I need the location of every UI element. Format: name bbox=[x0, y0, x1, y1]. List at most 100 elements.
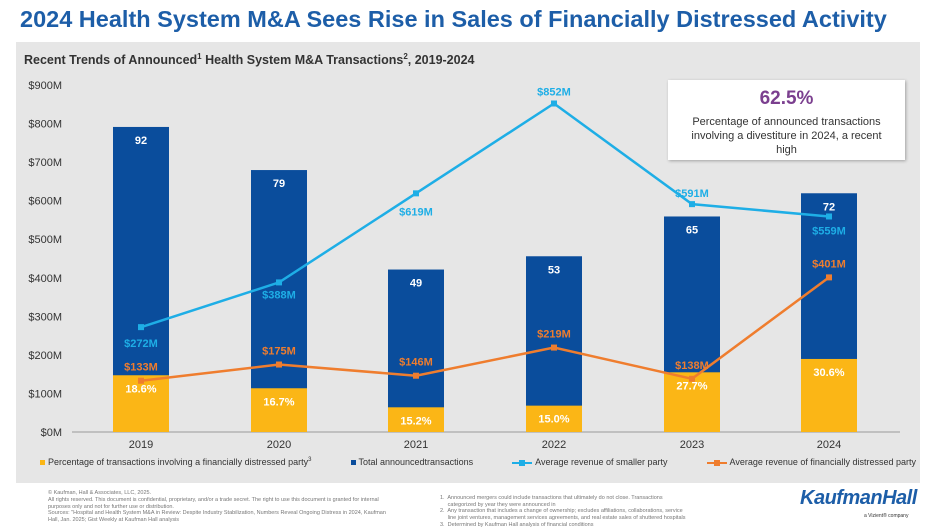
legend-line bbox=[512, 459, 533, 466]
y-tick-label: $900M bbox=[28, 80, 62, 92]
y-tick-label: $300M bbox=[28, 311, 62, 323]
data-label: $401M bbox=[812, 258, 846, 270]
data-point bbox=[689, 201, 695, 208]
bar-total-label: 72 bbox=[823, 201, 835, 213]
data-point bbox=[413, 372, 419, 379]
bar-total-label: 53 bbox=[548, 264, 560, 276]
data-label: $591M bbox=[675, 188, 709, 200]
data-label: $388M bbox=[262, 289, 296, 301]
footer-line: Hall, Jan. 2025; Gist Weekly at Kaufman … bbox=[48, 517, 180, 524]
y-tick-label: $700M bbox=[28, 157, 62, 169]
y-tick-label: $100M bbox=[28, 388, 62, 400]
bar-pct-label: 15.0% bbox=[538, 414, 569, 426]
data-label: $138M bbox=[675, 360, 709, 372]
callout-text: Percentage of announced transactions inv… bbox=[691, 116, 882, 156]
footnote: 1. Announced mergers could include trans… bbox=[440, 494, 663, 501]
x-tick-label: 2024 bbox=[817, 439, 841, 451]
legend-smaller: Average revenue of smaller party bbox=[512, 457, 668, 467]
bar-pct bbox=[388, 407, 444, 432]
data-point bbox=[689, 375, 695, 382]
bar-total bbox=[388, 269, 444, 432]
footnote-ref: 1 bbox=[197, 52, 202, 61]
footer-line: Sources: "Hospital and Health System M&A… bbox=[48, 510, 386, 517]
data-label: $619M bbox=[399, 206, 433, 218]
legend-label: Total announcedtransactions bbox=[358, 457, 474, 467]
legend-label: Average revenue of financially distresse… bbox=[729, 457, 916, 467]
legend-pct: Percentage of transactions involving a f… bbox=[40, 457, 311, 467]
x-tick-label: 2019 bbox=[129, 439, 153, 451]
bar-total-label: 65 bbox=[686, 224, 698, 236]
bar-pct-label: 15.2% bbox=[400, 415, 431, 427]
logo-subtitle: a Vizient® company bbox=[864, 513, 909, 519]
data-point bbox=[276, 279, 282, 286]
footnote-ref: 2 bbox=[403, 52, 408, 61]
subtitle-text: , 2019-2024 bbox=[407, 53, 475, 68]
footnote: categorized by year they were announced … bbox=[440, 501, 556, 508]
bar-pct bbox=[113, 375, 169, 432]
legend-label: Average revenue of smaller party bbox=[535, 457, 668, 467]
bar-total-label: 79 bbox=[273, 178, 285, 190]
footnote: line joint ventures, management services… bbox=[440, 515, 686, 522]
y-tick-label: $0M bbox=[41, 427, 62, 439]
legend: Percentage of transactions involving a f… bbox=[40, 457, 916, 467]
footer-line: purposes only and not for further use or… bbox=[48, 503, 174, 510]
callout-box: 62.5% Percentage of announced transactio… bbox=[668, 80, 905, 160]
data-point bbox=[551, 100, 557, 107]
data-label: $219M bbox=[537, 329, 571, 341]
bar-pct-label: 27.7% bbox=[676, 380, 707, 392]
footnote-ref: 3 bbox=[308, 457, 312, 463]
data-point bbox=[138, 377, 144, 384]
data-point bbox=[138, 324, 144, 331]
bar-pct-label: 30.6% bbox=[813, 367, 844, 379]
bar-pct-label: 18.6% bbox=[125, 383, 156, 395]
line-smaller bbox=[140, 101, 830, 329]
x-tick-label: 2022 bbox=[542, 439, 566, 451]
line-distressed bbox=[140, 276, 830, 382]
chart-subtitle: Recent Trends of Announced1 Health Syste… bbox=[24, 52, 475, 67]
bar-pct bbox=[664, 372, 720, 432]
data-point bbox=[276, 361, 282, 368]
bar-pct-label: 16.7% bbox=[263, 396, 294, 408]
footer-copyright: © Kaufman, Hall & Associates, LLC, 2025.… bbox=[48, 490, 386, 524]
data-point bbox=[551, 344, 557, 351]
y-tick-label: $600M bbox=[28, 196, 62, 208]
legend-total: Total announcedtransactions bbox=[350, 457, 474, 467]
data-label: $133M bbox=[124, 362, 158, 374]
x-tick-label: 2023 bbox=[680, 439, 704, 451]
subtitle-text: Recent Trends of Announced bbox=[24, 53, 198, 68]
subtitle-text: Health System M&A Transactions bbox=[201, 53, 404, 68]
legend-label: Percentage of transactions involving a f… bbox=[48, 457, 309, 467]
x-tick-label: 2021 bbox=[404, 439, 428, 451]
data-label: $146M bbox=[399, 357, 433, 369]
bar-total-label: 92 bbox=[135, 135, 147, 147]
legend-distressed: Average revenue of financially distresse… bbox=[706, 457, 916, 467]
data-point bbox=[413, 190, 419, 197]
callout-value: 62.5% bbox=[759, 88, 814, 109]
data-point bbox=[826, 274, 832, 281]
y-tick-label: $500M bbox=[28, 234, 62, 246]
legend-swatch bbox=[40, 460, 45, 466]
kaufmanhall-logo: KaufmanHall bbox=[800, 487, 917, 509]
y-tick-label: $800M bbox=[28, 119, 62, 131]
data-label: $272M bbox=[124, 338, 158, 350]
bar-pct bbox=[801, 358, 857, 432]
page-title: 2024 Health System M&A Sees Rise in Sale… bbox=[20, 6, 887, 32]
data-label: $175M bbox=[262, 346, 296, 358]
footnote: 3. Determined by Kaufman Hall analysis o… bbox=[440, 521, 594, 528]
legend-swatch bbox=[350, 460, 356, 466]
data-point bbox=[826, 213, 832, 220]
y-tick-label: $200M bbox=[28, 350, 62, 362]
footnote: 2. Any transaction that includes a chang… bbox=[440, 508, 683, 515]
footer-line: © Kaufman, Hall & Associates, LLC, 2025. bbox=[48, 490, 152, 496]
bar-pct bbox=[526, 405, 582, 432]
data-label: $559M bbox=[812, 225, 846, 237]
y-tick-label: $400M bbox=[28, 273, 62, 285]
bar-total-label: 49 bbox=[410, 278, 422, 290]
legend-line bbox=[706, 459, 727, 466]
bar-pct bbox=[251, 388, 307, 432]
footer-line: All rights reserved. This document is co… bbox=[48, 496, 379, 503]
x-tick-label: 2020 bbox=[267, 439, 291, 451]
footer-notes: 1. Announced mergers could include trans… bbox=[440, 488, 686, 529]
data-label: $852M bbox=[537, 87, 571, 99]
